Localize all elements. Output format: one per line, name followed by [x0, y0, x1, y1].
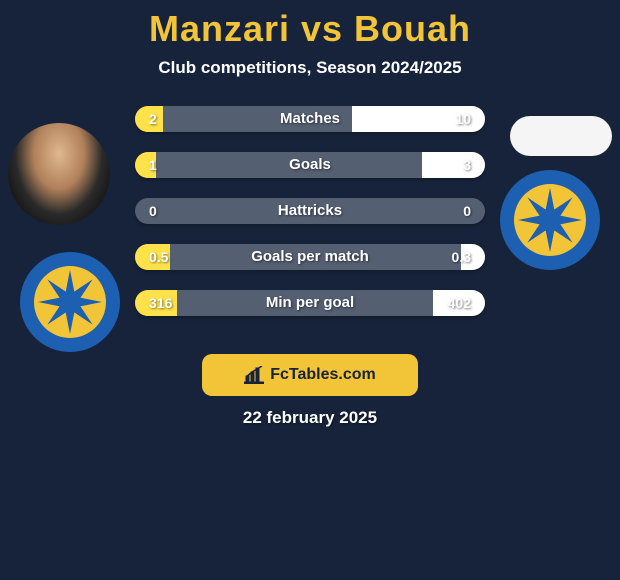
page-title: Manzari vs Bouah — [0, 0, 620, 50]
stat-bar-row: 0.5 0.3 Goals per match — [135, 244, 485, 270]
watermark-text: FcTables.com — [270, 366, 376, 384]
stat-bar-row: 0 0 Hattricks — [135, 198, 485, 224]
stat-label: Matches — [135, 106, 485, 132]
stat-label: Goals — [135, 152, 485, 178]
stats-area: 2 10 Matches 1 3 Goals 0 0 Hattricks 0.5… — [0, 106, 620, 336]
stat-label: Goals per match — [135, 244, 485, 270]
stat-bar-row: 316 402 Min per goal — [135, 290, 485, 316]
stat-bar-row: 1 3 Goals — [135, 152, 485, 178]
stat-bars-container: 2 10 Matches 1 3 Goals 0 0 Hattricks 0.5… — [135, 106, 485, 336]
stat-label: Hattricks — [135, 198, 485, 224]
watermark: FcTables.com — [202, 354, 418, 396]
stat-label: Min per goal — [135, 290, 485, 316]
date: 22 february 2025 — [0, 408, 620, 428]
chart-icon — [244, 366, 264, 384]
stat-bar-row: 2 10 Matches — [135, 106, 485, 132]
subtitle: Club competitions, Season 2024/2025 — [0, 58, 620, 78]
